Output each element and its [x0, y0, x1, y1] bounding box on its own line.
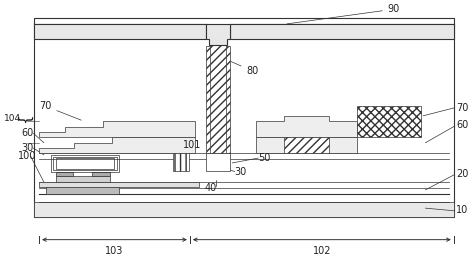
Text: 40: 40	[205, 184, 217, 193]
Text: 60: 60	[456, 120, 468, 130]
Bar	[53, 157, 117, 170]
Bar	[35, 202, 454, 217]
Bar	[92, 172, 110, 176]
Bar	[357, 106, 421, 137]
Bar	[230, 24, 454, 39]
Polygon shape	[256, 116, 357, 137]
Text: 101: 101	[183, 140, 201, 150]
Text: 60: 60	[21, 128, 34, 138]
Text: 30: 30	[21, 143, 34, 153]
Text: 70: 70	[39, 101, 81, 120]
Text: 102: 102	[312, 246, 331, 256]
Text: 20: 20	[456, 169, 468, 179]
Text: 10: 10	[456, 205, 468, 215]
Text: 30: 30	[235, 167, 247, 177]
Bar	[39, 182, 199, 187]
Bar	[206, 153, 230, 171]
Polygon shape	[39, 137, 195, 153]
Bar	[206, 46, 230, 153]
Text: 104: 104	[4, 114, 21, 123]
Bar	[284, 137, 329, 153]
Polygon shape	[256, 132, 357, 153]
Text: 90: 90	[287, 4, 400, 24]
Bar	[55, 176, 110, 182]
Text: {: {	[17, 114, 32, 123]
Bar	[55, 158, 115, 169]
Bar	[46, 187, 119, 194]
Bar	[173, 153, 189, 171]
Bar	[35, 17, 454, 217]
Bar	[51, 155, 119, 172]
Text: 50: 50	[258, 153, 271, 163]
Polygon shape	[206, 24, 230, 45]
Polygon shape	[39, 121, 195, 137]
Text: 80: 80	[226, 59, 259, 76]
Bar	[210, 43, 226, 153]
Text: 70: 70	[456, 103, 468, 113]
Text: 103: 103	[105, 246, 124, 256]
Bar	[55, 172, 73, 176]
Text: 100: 100	[18, 151, 36, 161]
Bar	[35, 24, 206, 39]
